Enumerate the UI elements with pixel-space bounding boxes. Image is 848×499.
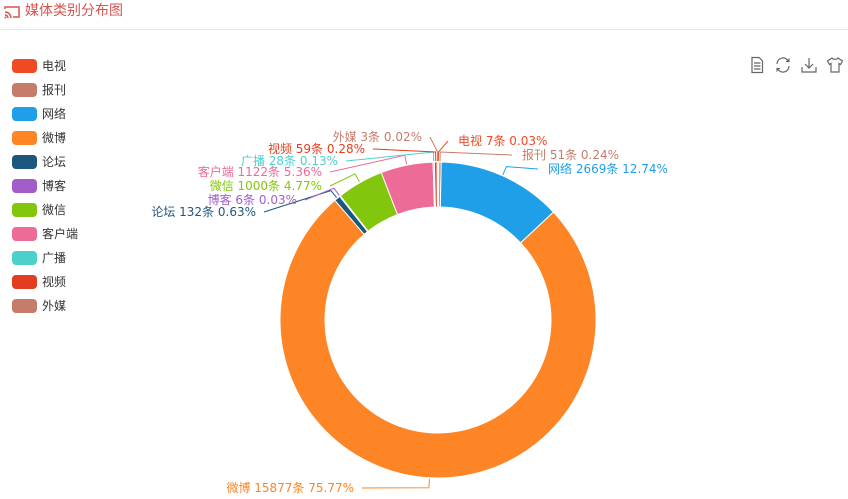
legend-swatch [12, 179, 37, 193]
legend-label: 网络 [42, 107, 67, 121]
label-leader-line [263, 190, 337, 213]
donut-slice[interactable] [279, 199, 597, 479]
legend-swatch [12, 59, 37, 73]
label-leader-line [437, 140, 449, 162]
legend-swatch [12, 275, 37, 289]
legend-label: 外媒 [42, 299, 67, 313]
chart-header: 媒体类别分布图 [0, 0, 848, 30]
legend-label: 博客 [42, 179, 67, 193]
legend-swatch [12, 203, 37, 217]
legend-swatch [12, 155, 37, 169]
chart-toolbox [740, 56, 844, 74]
legend-item[interactable]: 外媒 [12, 294, 78, 318]
slice-data-label: 博客 6条 0.03% [208, 192, 297, 207]
label-leader-line [304, 187, 340, 201]
slice-data-label: 客户端 1122条 5.36% [198, 164, 322, 179]
restore-icon[interactable] [774, 56, 792, 74]
legend-item[interactable]: 广播 [12, 246, 78, 270]
label-leader-line [429, 136, 439, 162]
legend-item[interactable]: 报刊 [12, 78, 78, 102]
legend-label: 视频 [42, 275, 67, 289]
legend-item[interactable]: 电视 [12, 54, 78, 78]
label-leader-line [502, 166, 539, 176]
legend-label: 微信 [42, 203, 67, 217]
legend-swatch [12, 107, 37, 121]
legend-swatch [12, 83, 37, 97]
legend-label: 客户端 [42, 227, 79, 241]
slice-data-label: 广播 28条 0.13% [241, 154, 338, 168]
save-image-icon[interactable] [800, 56, 818, 74]
legend-item[interactable]: 客户端 [12, 222, 78, 246]
legend-label: 论坛 [42, 155, 67, 169]
legend-item[interactable]: 微博 [12, 126, 78, 150]
slice-data-label: 微博 15877条 75.77% [226, 480, 354, 495]
legend-label: 报刊 [42, 83, 67, 97]
legend-item[interactable]: 博客 [12, 174, 78, 198]
legend-swatch [12, 299, 37, 313]
slice-data-label: 网络 2669条 12.74% [548, 161, 668, 176]
theme-shirt-icon[interactable] [826, 56, 844, 74]
legend-item[interactable]: 网络 [12, 102, 78, 126]
legend-item[interactable]: 论坛 [12, 150, 78, 174]
data-view-icon[interactable] [748, 56, 766, 74]
legend-swatch [12, 227, 37, 241]
slice-data-label: 报刊 51条 0.24% [522, 147, 619, 162]
slice-data-label: 外媒 3条 0.02% [333, 130, 422, 144]
slice-data-label: 微信 1000条 4.77% [210, 179, 322, 193]
donut-slice[interactable] [436, 161, 439, 208]
label-leader-line [439, 151, 513, 162]
label-leader-line [329, 173, 360, 187]
slice-data-label: 论坛 132条 0.63% [151, 205, 256, 219]
legend-swatch [12, 251, 37, 265]
legend-label: 广播 [42, 251, 67, 265]
slice-data-label: 视频 59条 0.28% [268, 141, 365, 156]
legend-label: 微博 [42, 131, 67, 145]
cast-icon [4, 6, 20, 19]
slice-data-label: 电视 7条 0.03% [458, 133, 547, 148]
legend-item[interactable]: 微信 [12, 198, 78, 222]
legend-label: 电视 [42, 59, 67, 73]
chart-legend: 电视报刊网络微博论坛博客微信客户端广播视频外媒 [12, 54, 78, 318]
legend-item[interactable]: 视频 [12, 270, 78, 294]
label-leader-line [361, 478, 430, 489]
label-leader-line [372, 148, 437, 162]
legend-swatch [12, 131, 37, 145]
page-title: 媒体类别分布图 [25, 3, 123, 19]
